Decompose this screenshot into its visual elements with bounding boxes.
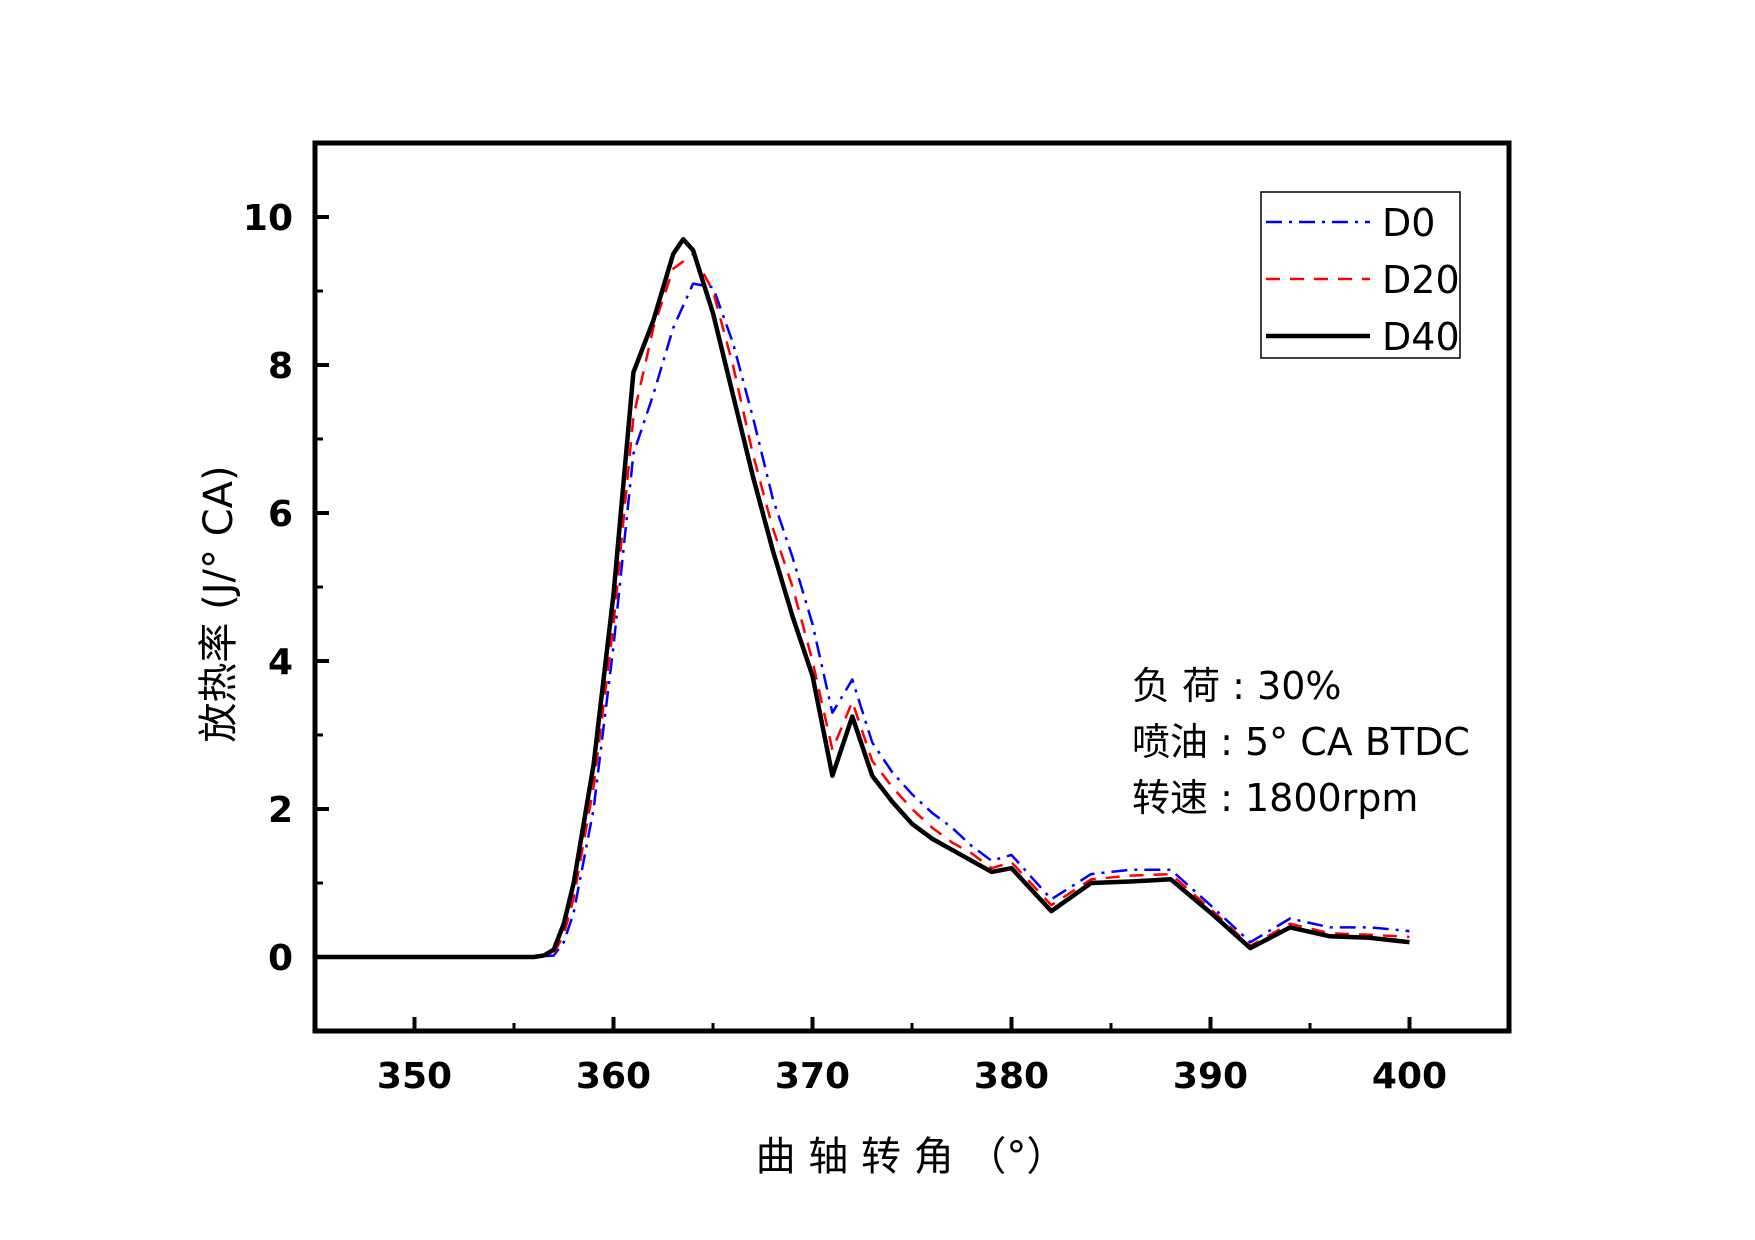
legend-box bbox=[1260, 191, 1461, 359]
y-tick-label: 0 bbox=[268, 938, 293, 979]
annotations: 负 荷 : 30% 喷油 : 5° CA BTDC 转速 : 1800rpm bbox=[1132, 664, 1470, 820]
x-tick-label: 350 bbox=[377, 1056, 452, 1097]
y-tick-label: 4 bbox=[268, 642, 293, 683]
series-D40-line bbox=[315, 236, 1410, 960]
y-axis-label: 放热率 (J/° CA) bbox=[196, 465, 242, 742]
y-tick-label: 2 bbox=[268, 790, 293, 831]
legend-label-D0: D0 bbox=[1382, 201, 1435, 245]
x-tick-label: 370 bbox=[775, 1056, 850, 1097]
y-tick-label: 6 bbox=[268, 494, 293, 535]
series-D0-line bbox=[315, 282, 1410, 959]
x-tick-label: 400 bbox=[1372, 1056, 1447, 1097]
x-axis-label: 曲 轴 转 角 （°） bbox=[756, 1134, 1067, 1180]
legend-label-D40: D40 bbox=[1382, 315, 1460, 359]
series-D20-line bbox=[315, 252, 1410, 959]
legend: D0 D20 D40 bbox=[1260, 191, 1461, 359]
y-tick-label: 8 bbox=[268, 346, 293, 387]
axes: 350 360 370 380 390 400 0 2 4 6 8 10 bbox=[243, 140, 1512, 1097]
series-layer bbox=[315, 236, 1410, 960]
x-tick-label: 390 bbox=[1173, 1056, 1248, 1097]
legend-label-D20: D20 bbox=[1382, 258, 1460, 302]
y-tick-label: 10 bbox=[243, 198, 293, 239]
x-tick-label: 380 bbox=[974, 1056, 1049, 1097]
annotation-speed: 转速 : 1800rpm bbox=[1132, 776, 1418, 820]
annotation-load: 负 荷 : 30% bbox=[1132, 664, 1342, 708]
annotation-injection: 喷油 : 5° CA BTDC bbox=[1132, 720, 1470, 764]
x-tick-label: 360 bbox=[576, 1056, 651, 1097]
